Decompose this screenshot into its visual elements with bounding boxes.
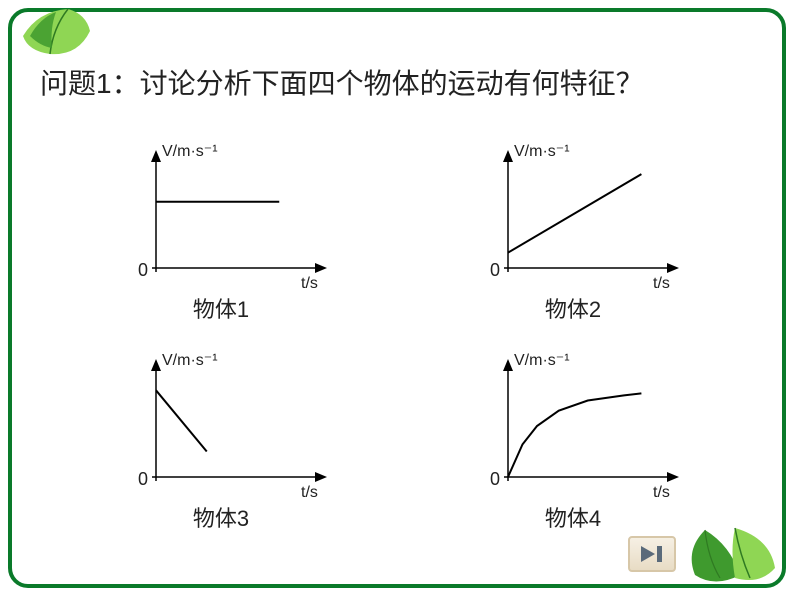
leaf-decoration-bottom — [680, 520, 780, 590]
chart-4: V/m·s⁻¹ t/s 0 物体4 — [412, 347, 734, 546]
svg-text:t/s: t/s — [653, 275, 670, 292]
question-text: 问题1：讨论分析下面四个物体的运动有何特征？ — [40, 64, 754, 103]
forward-icon — [639, 544, 665, 564]
chart-2-svg: V/m·s⁻¹ t/s 0 — [443, 138, 703, 298]
svg-text:t/s: t/s — [301, 275, 318, 292]
svg-text:0: 0 — [490, 469, 500, 489]
chart-3-svg: V/m·s⁻¹ t/s 0 — [91, 347, 351, 507]
svg-text:V/m·s⁻¹: V/m·s⁻¹ — [514, 143, 570, 160]
svg-text:V/m·s⁻¹: V/m·s⁻¹ — [162, 352, 218, 369]
svg-text:0: 0 — [138, 469, 148, 489]
chart-2: V/m·s⁻¹ t/s 0 物体2 — [412, 138, 734, 337]
chart-1-svg: V/m·s⁻¹ t/s 0 — [91, 138, 351, 298]
svg-text:V/m·s⁻¹: V/m·s⁻¹ — [514, 352, 570, 369]
next-button[interactable] — [628, 536, 676, 572]
chart-3: V/m·s⁻¹ t/s 0 物体3 — [60, 347, 382, 546]
chart-3-label: 物体3 — [193, 501, 249, 533]
chart-2-label: 物体2 — [545, 292, 601, 324]
svg-text:V/m·s⁻¹: V/m·s⁻¹ — [162, 143, 218, 160]
charts-grid: V/m·s⁻¹ t/s 0 物体1 V/m·s⁻¹ t/s 0 物体2 V/m·s⁻¹ t… — [60, 138, 734, 546]
svg-text:t/s: t/s — [653, 484, 670, 501]
chart-4-label: 物体4 — [545, 501, 601, 533]
chart-1: V/m·s⁻¹ t/s 0 物体1 — [60, 138, 382, 337]
chart-1-label: 物体1 — [193, 292, 249, 324]
chart-4-svg: V/m·s⁻¹ t/s 0 — [443, 347, 703, 507]
svg-text:0: 0 — [490, 260, 500, 280]
svg-text:0: 0 — [138, 260, 148, 280]
svg-text:t/s: t/s — [301, 484, 318, 501]
leaf-decoration-top — [18, 6, 98, 61]
